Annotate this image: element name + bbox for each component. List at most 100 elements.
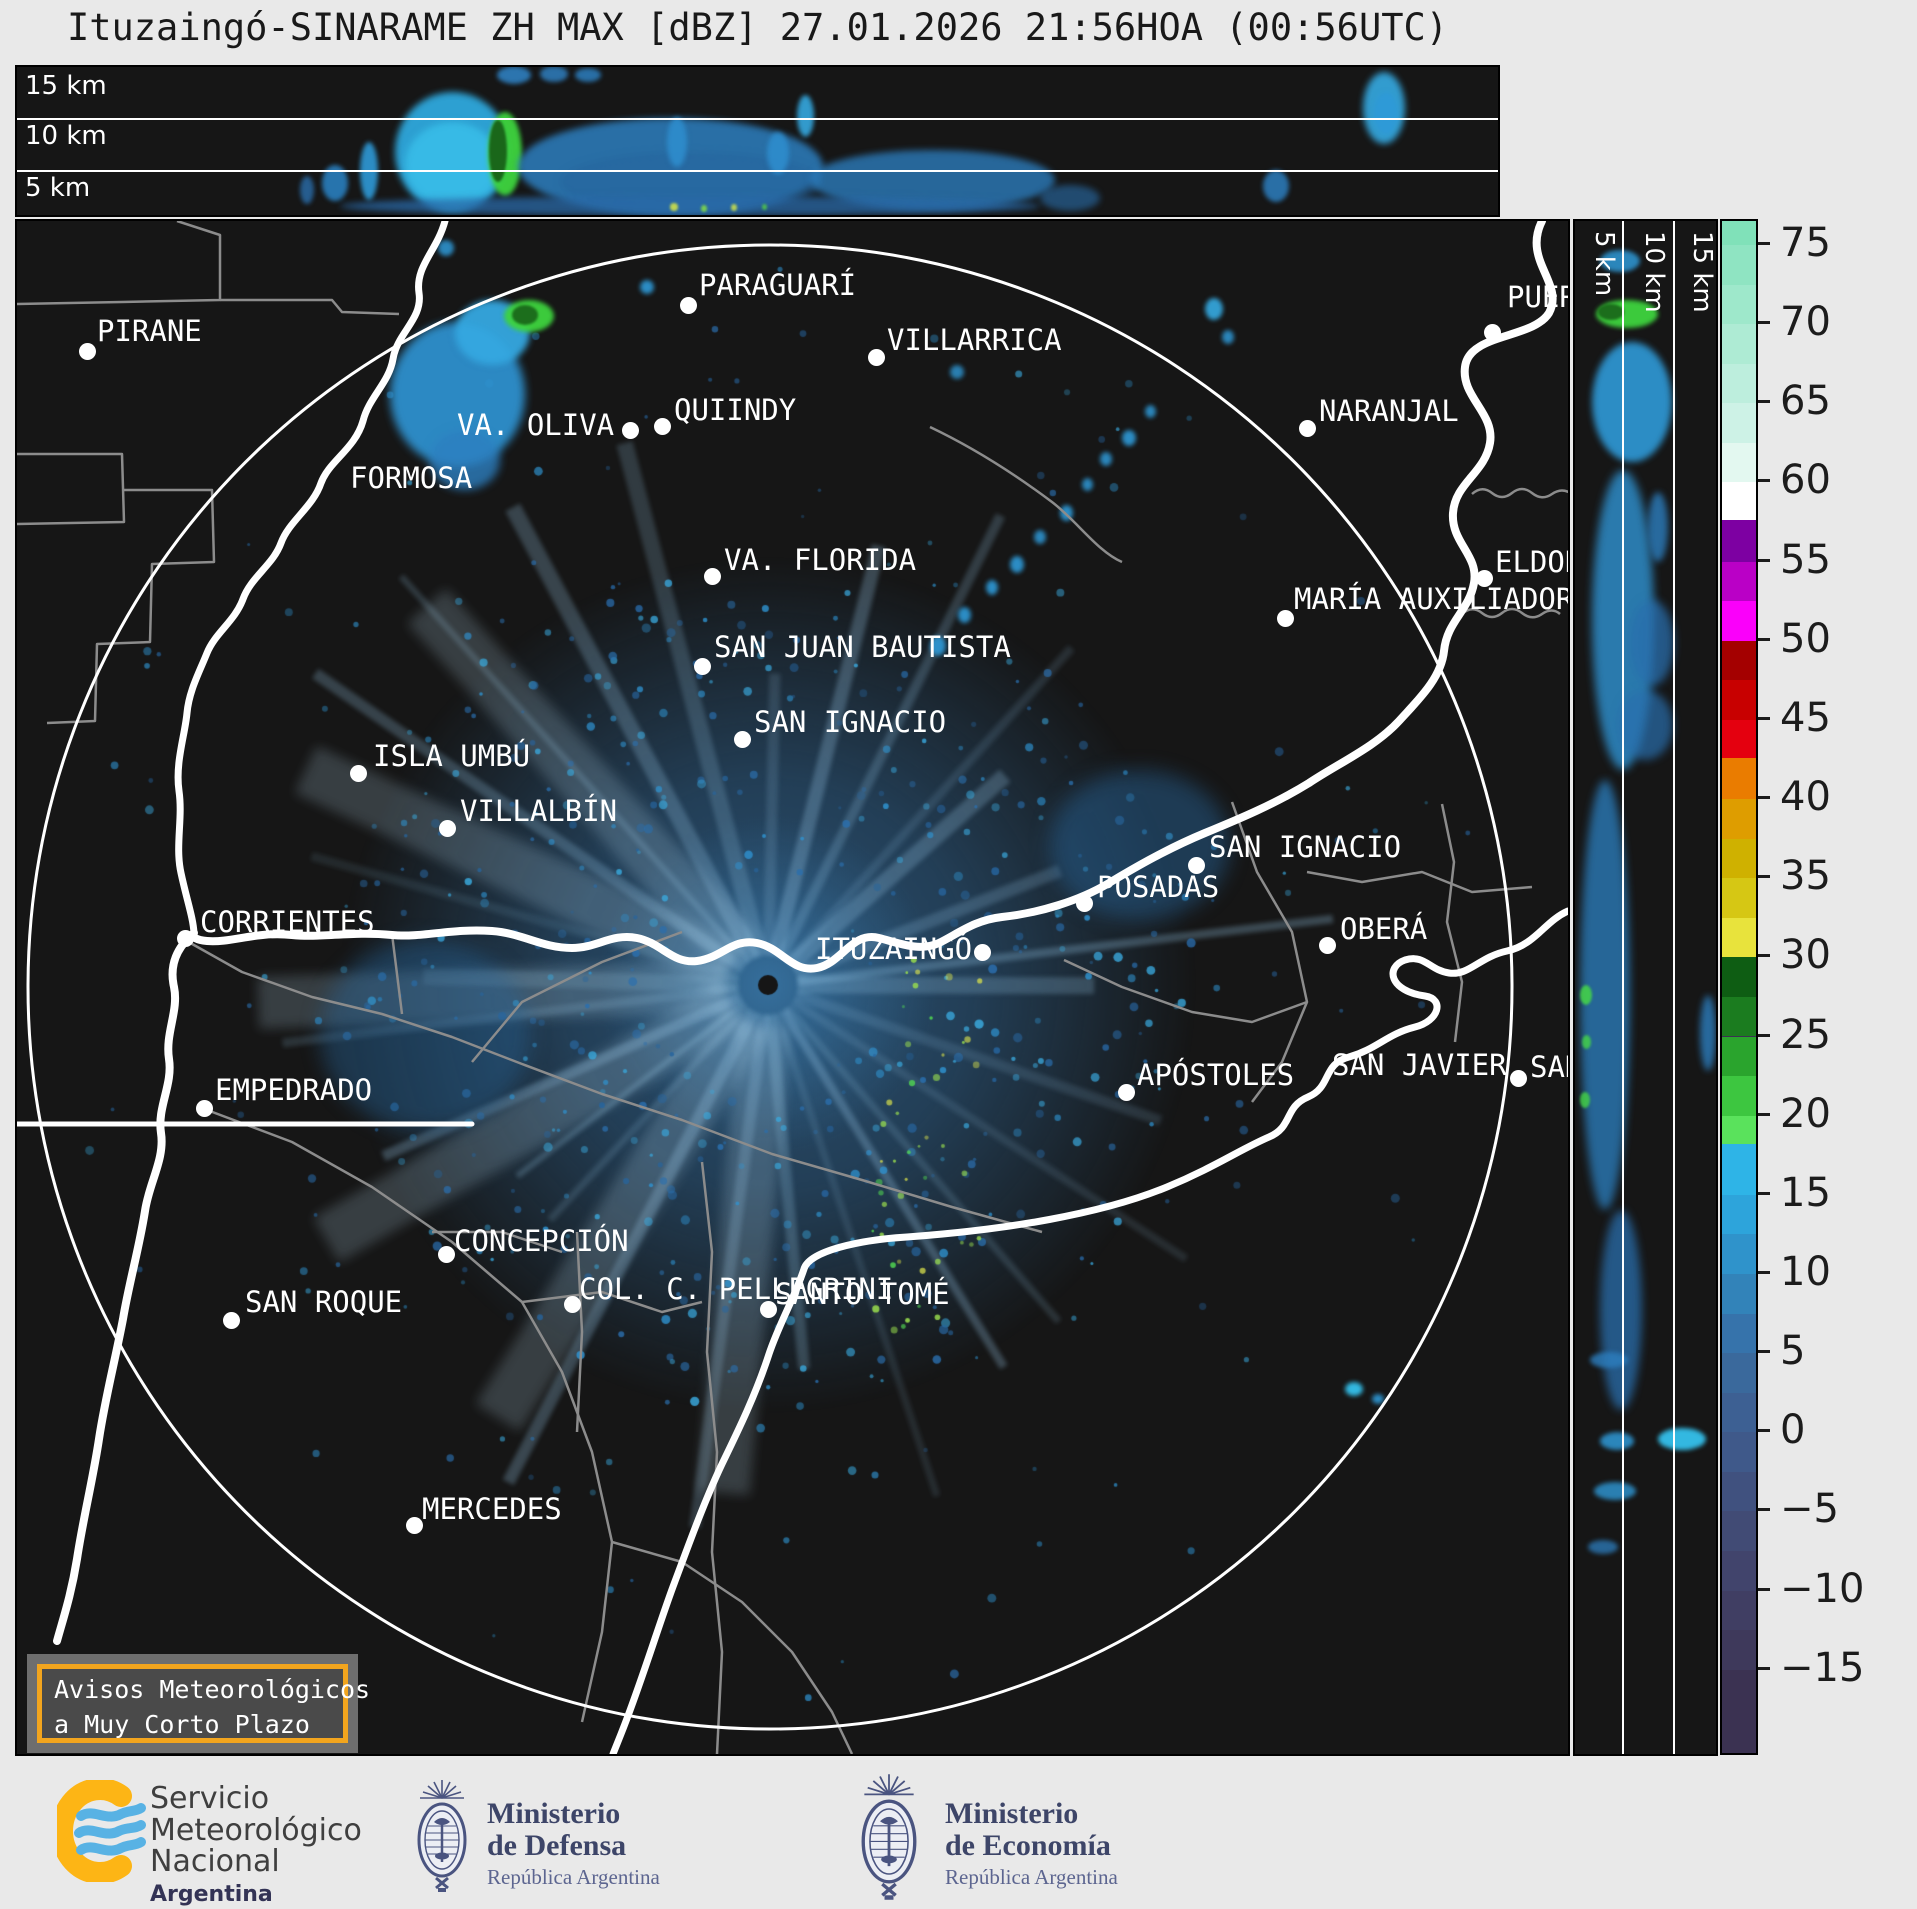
smn-line2: Meteorológico — [150, 1812, 362, 1848]
colorbar-tick-label: −10 — [1780, 1565, 1865, 1612]
colorbar-tick-label: 60 — [1780, 457, 1831, 504]
city-label: CORRIENTES — [200, 905, 375, 939]
defensa-line3: República Argentina — [487, 1865, 660, 1889]
city-label: POSADAS — [1097, 870, 1220, 904]
colorbar-segment — [1722, 324, 1756, 364]
city-dot — [704, 568, 721, 585]
city-dot — [1188, 857, 1205, 874]
city-dot — [439, 820, 456, 837]
colorbar-tick-label: 0 — [1780, 1407, 1806, 1454]
defensa-line2: de Defensa — [487, 1829, 627, 1862]
city-dot — [1319, 937, 1336, 954]
colorbar-segment — [1722, 1115, 1756, 1145]
colorbar-segment — [1722, 442, 1756, 483]
colorbar-segment — [1722, 799, 1756, 839]
colorbar-segment — [1722, 1194, 1756, 1235]
city-label: PUERTO — [1507, 280, 1568, 314]
colorbar-segment — [1722, 719, 1756, 758]
colorbar-tick-label: −5 — [1780, 1486, 1839, 1533]
city-label: EMPEDRADO — [215, 1073, 373, 1107]
colorbar-tick-label: 10 — [1780, 1248, 1831, 1295]
city-dot — [1476, 570, 1493, 587]
colorbar-tickmark — [1758, 242, 1770, 245]
colorbar-segment — [1722, 1234, 1756, 1274]
colorbar-tick-label: 25 — [1780, 1011, 1831, 1058]
city-label: OBERÁ — [1340, 912, 1428, 946]
altitude-label-10km-v: 10 km — [1639, 231, 1669, 313]
colorbar-segment — [1722, 878, 1756, 918]
colorbar-segment — [1722, 363, 1756, 404]
city-label: CONCEPCIÓN — [454, 1224, 629, 1258]
city-dot — [564, 1296, 581, 1313]
city-dot — [1299, 420, 1316, 437]
colorbar-tickmark — [1758, 716, 1770, 720]
city-label: SAN JUAN BAUTISTA — [714, 630, 1011, 664]
range-ring — [26, 243, 1514, 1731]
altitude-label-15km: 15 km — [25, 71, 107, 101]
colorbar-tick-label: 50 — [1780, 615, 1831, 662]
city-label: SAN JAVIER — [1332, 1048, 1507, 1082]
colorbar-segment — [1722, 917, 1756, 958]
colorbar-tick-label: 15 — [1780, 1169, 1831, 1216]
colorbar-tickmark — [1758, 558, 1770, 562]
colorbar-segment — [1722, 245, 1756, 285]
city-dot — [177, 930, 194, 947]
defensa-wordmark: Ministerio de Defensa República Argentin… — [487, 1798, 660, 1890]
city-dot — [734, 731, 751, 748]
colorbar-segment — [1722, 1313, 1756, 1354]
colorbar-tickmark — [1758, 875, 1770, 879]
coat-of-arms-icon — [861, 1774, 917, 1900]
colorbar-segment — [1722, 221, 1756, 245]
colorbar-tickmark — [1758, 1112, 1770, 1116]
city-label: PARAGUARÍ — [699, 268, 857, 302]
city-dot — [868, 349, 885, 366]
side-cross-section-panel: 5 km 10 km 15 km — [1573, 219, 1718, 1756]
coat-of-arms-icon — [417, 1780, 467, 1892]
city-dot — [223, 1312, 240, 1329]
colorbar-tickmark — [1758, 1350, 1770, 1354]
economia-logo — [852, 1772, 926, 1906]
smn-line3: Nacional — [150, 1844, 280, 1879]
city-dot — [1076, 895, 1093, 912]
colorbar-segment — [1722, 482, 1756, 521]
colorbar-segment — [1722, 1669, 1756, 1753]
colorbar-segment — [1722, 1392, 1756, 1433]
city-dot — [694, 658, 711, 675]
province-borders — [17, 221, 1568, 1754]
city-dot — [350, 765, 367, 782]
river-parana — [53, 221, 1557, 1645]
colorbar-segment — [1722, 1076, 1756, 1116]
economia-line2: de Economía — [945, 1829, 1111, 1862]
colorbar-tickmark — [1758, 637, 1770, 641]
city-label: SANTO TOMÉ — [775, 1277, 950, 1311]
city-label: VILLARRICA — [887, 323, 1062, 357]
city-label: SAN IGNACIO — [754, 705, 947, 739]
colorbar-tickmark — [1758, 479, 1770, 483]
colorbar-tick-label: 35 — [1780, 853, 1831, 900]
colorbar-tickmark — [1758, 1270, 1770, 1274]
altitude-gridline-5km — [17, 170, 1498, 172]
top-cross-section-panel: 15 km 10 km 5 km — [15, 65, 1500, 217]
map-geography-layer — [17, 221, 1568, 1754]
colorbar-tickmark — [1758, 1666, 1770, 1670]
colorbar-segment — [1722, 996, 1756, 1037]
colorbar-segment — [1722, 561, 1756, 602]
city-dot — [654, 418, 671, 435]
smn-line1: Servicio — [150, 1781, 270, 1816]
colorbar-segment — [1722, 640, 1756, 681]
colorbar-tick-label: 45 — [1780, 694, 1831, 741]
city-label: NARANJAL — [1319, 394, 1459, 428]
colorbar-tickmark — [1758, 1587, 1770, 1591]
city-dot — [196, 1100, 213, 1117]
top-cross-section-echoes — [17, 67, 1498, 215]
colorbar-tick-label: 55 — [1780, 536, 1831, 583]
figure-title: Ituzaingó-SINARAME ZH MAX [dBZ] 27.01.20… — [66, 6, 1449, 49]
city-dot — [1277, 610, 1294, 627]
rivers — [17, 221, 1568, 1754]
colorbar-tickmark — [1758, 1429, 1770, 1433]
city-label: ISLA UMBÚ — [373, 739, 531, 773]
economia-wordmark: Ministerio de Economía República Argenti… — [945, 1798, 1118, 1890]
colorbar-segment — [1722, 1273, 1756, 1314]
colorbar-segment — [1722, 757, 1756, 800]
colorbar-tick-label: 70 — [1780, 299, 1831, 346]
